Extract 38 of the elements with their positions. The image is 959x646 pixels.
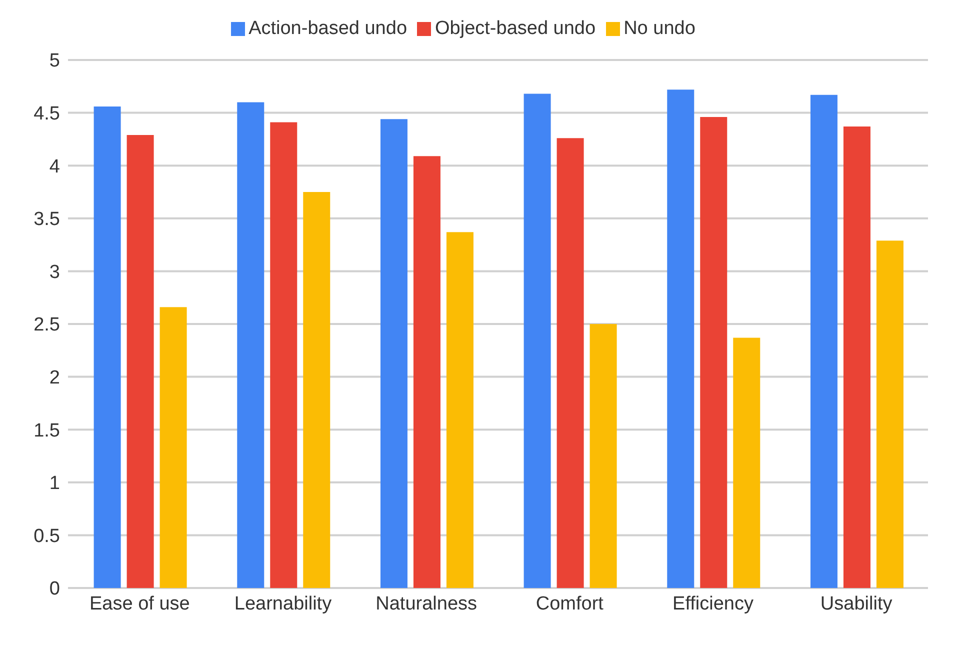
legend-label: No undo [624,18,696,39]
x-tick-label: Usability [820,593,893,614]
bar [446,232,474,588]
legend-label: Object-based undo [435,18,596,39]
y-tick-label: 4 [49,156,60,178]
bar [590,324,617,588]
y-tick-label: 5 [49,50,60,72]
bar [524,94,551,588]
y-tick-label: 3.5 [34,209,60,230]
y-tick-label: 1.5 [34,420,60,442]
bar [237,102,264,588]
bar [843,126,870,588]
y-tick-label: 0 [49,578,60,600]
x-tick-label: Efficiency [672,593,754,614]
bar [94,106,121,588]
bar [126,134,154,588]
bar [556,138,584,588]
bar [303,192,330,588]
bar [733,338,760,588]
x-tick-label: Naturalness [376,593,478,614]
x-tick-label: Ease of use [89,593,190,614]
x-tick-label: Learnability [234,593,332,614]
bar [413,156,440,588]
y-tick-label: 2.5 [34,314,60,336]
bar [270,122,298,588]
bar [160,307,187,588]
bar [380,119,408,588]
bar [876,240,904,588]
y-tick-label: 3 [49,262,60,283]
legend-label: Action-based undo [248,18,408,39]
y-tick-label: 1 [49,473,60,494]
y-tick-label: 4.5 [34,104,60,125]
y-tick-label: 0.5 [34,526,60,547]
bar [700,117,728,588]
bar [667,90,694,588]
x-tick-label: Comfort [536,593,604,614]
bar [810,94,838,588]
y-tick-label: 2 [49,368,60,389]
